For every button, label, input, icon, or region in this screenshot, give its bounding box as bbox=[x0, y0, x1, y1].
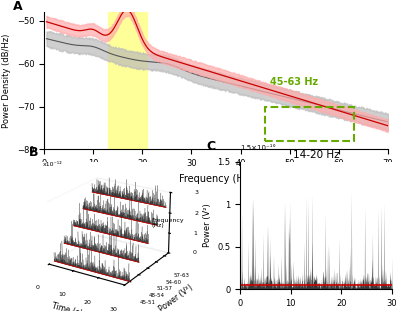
X-axis label: Frequency (Hz): Frequency (Hz) bbox=[179, 174, 253, 183]
Bar bbox=[108, 12, 147, 149]
Text: A: A bbox=[13, 0, 23, 13]
Y-axis label: Power (V²): Power (V²) bbox=[158, 283, 195, 311]
Y-axis label: Power (V²): Power (V²) bbox=[202, 204, 212, 247]
Text: 45-63 Hz: 45-63 Hz bbox=[270, 77, 318, 87]
Text: 1.5×10⁻¹°: 1.5×10⁻¹° bbox=[240, 145, 276, 151]
Text: x10⁻¹²: x10⁻¹² bbox=[42, 162, 62, 167]
Title: 14-20 Hz: 14-20 Hz bbox=[293, 150, 339, 160]
X-axis label: Time (s): Time (s) bbox=[51, 302, 83, 311]
Text: Frequency
(Hz): Frequency (Hz) bbox=[152, 218, 184, 228]
Y-axis label: Power Density (dB/Hz): Power Density (dB/Hz) bbox=[2, 34, 11, 128]
Text: B: B bbox=[29, 146, 38, 159]
Text: C: C bbox=[206, 140, 216, 153]
